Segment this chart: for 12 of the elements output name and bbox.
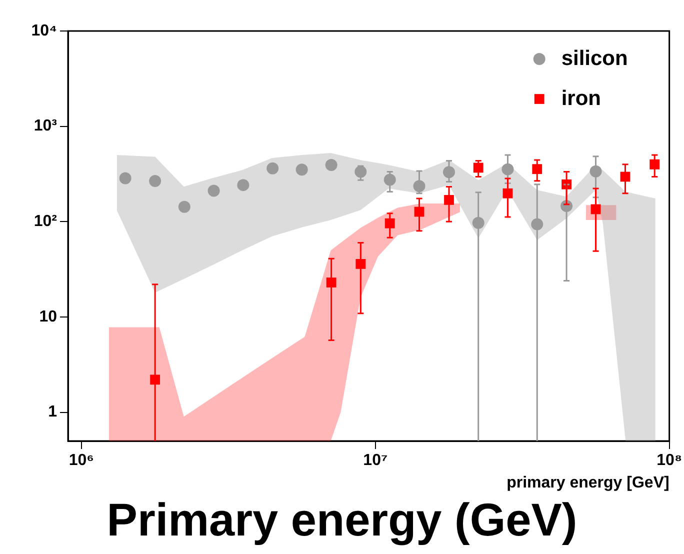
x-tick-label: 10⁸ [656,452,682,470]
x-axis-title: primary energy [GeV] [506,474,670,492]
y-tick-label: 10² [34,213,57,230]
x-tick-label: 10⁷ [363,452,388,470]
x-tick-label: 10⁶ [68,452,94,470]
y-tick-label: 10⁴ [31,22,58,40]
legend-label: iron [561,86,601,110]
y-tick-label: 10³ [34,118,57,135]
y-tick-label: 10 [39,308,58,326]
legend-label: silicon [561,46,628,70]
y-tick-label: 1 [48,404,58,421]
text: Primary energy (GeV) [106,494,578,546]
